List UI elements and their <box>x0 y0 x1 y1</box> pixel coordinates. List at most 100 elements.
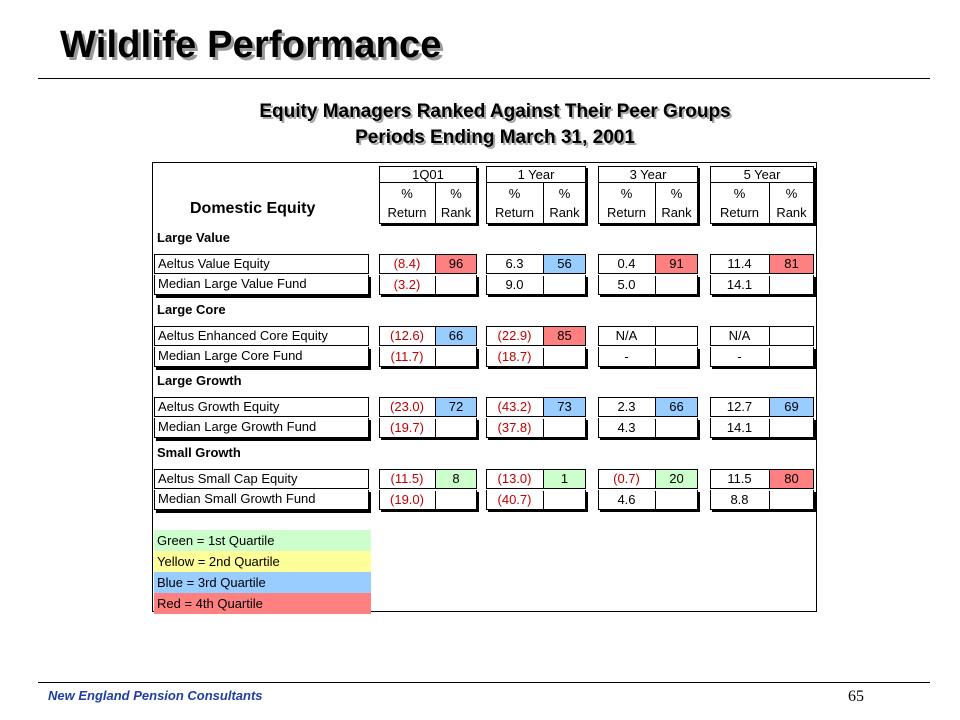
rank-value <box>543 419 585 437</box>
subheader-bottom: Rank <box>440 205 472 220</box>
period-header <box>598 166 698 224</box>
group-title: Large Value <box>157 230 230 245</box>
period-label: 1 Year <box>486 167 586 183</box>
return-value: 14.1 <box>726 277 753 292</box>
return-value: (37.8) <box>497 420 532 435</box>
value-cell-group <box>710 326 814 346</box>
rank-value: 80 <box>769 470 813 488</box>
rank-value <box>655 491 697 509</box>
row-label: Median Large Core Fund <box>154 347 369 367</box>
return-value: 14.1 <box>726 420 753 435</box>
row-label: Median Large Growth Fund <box>154 418 369 438</box>
return-value: 8.8 <box>730 492 749 507</box>
subheader-divider <box>543 183 544 223</box>
return-value: 11.5 <box>727 471 752 486</box>
subtitle-line-2: Periods Ending March 31, 2001 <box>355 127 635 148</box>
return-value: 9.0 <box>505 277 524 292</box>
rank-value: 69 <box>769 398 813 416</box>
row-label-shadow <box>156 439 371 441</box>
row-label: Aeltus Small Cap Equity <box>154 469 369 489</box>
footer-firm-name: New England Pension Consultants <box>48 688 263 703</box>
value-cell-group <box>486 254 586 274</box>
rank-value <box>543 491 585 509</box>
subheader-top: % <box>733 186 746 201</box>
rank-value: 66 <box>435 327 476 345</box>
period-header <box>710 166 814 224</box>
legend-item: Green = 1st Quartile <box>154 530 371 551</box>
value-cell-group <box>598 418 698 438</box>
row-label: Aeltus Value Equity <box>154 254 369 274</box>
rank-value <box>655 327 697 345</box>
return-value: 2.3 <box>617 399 636 414</box>
subheader-bottom: Rank <box>776 205 807 220</box>
value-cell-group <box>379 326 477 346</box>
rank-value <box>543 276 585 294</box>
value-cell-group <box>379 418 477 438</box>
rank-value <box>769 419 813 437</box>
rank-value <box>543 348 585 366</box>
subheader-bottom: Return <box>606 205 647 220</box>
return-value: (3.2) <box>393 277 421 292</box>
rank-value: 72 <box>435 398 476 416</box>
value-cell-group <box>379 347 477 367</box>
value-cell-group <box>486 347 586 367</box>
value-cell-group <box>379 254 477 274</box>
return-value: (12.6) <box>390 328 424 343</box>
value-cell-group <box>598 326 698 346</box>
value-cell-group <box>710 254 814 274</box>
return-value: (19.7) <box>390 420 424 435</box>
return-value: 4.6 <box>617 492 636 507</box>
return-value: (8.4) <box>393 256 421 271</box>
value-cell-group <box>710 418 814 438</box>
value-cell-group <box>598 397 698 417</box>
page-number: 65 <box>848 688 864 705</box>
value-cell-group <box>486 326 586 346</box>
legend-item: Blue = 3rd Quartile <box>154 572 371 593</box>
page-title: Wildlife Performance <box>60 24 442 66</box>
return-value: 0.4 <box>617 256 636 271</box>
subheader-top: % <box>620 186 633 201</box>
return-value: (40.7) <box>497 492 532 507</box>
period-header <box>379 166 477 224</box>
period-header <box>486 166 586 224</box>
rank-value <box>655 348 697 366</box>
rank-value <box>435 276 476 294</box>
return-value: (11.5) <box>390 471 424 486</box>
subheader-divider <box>769 183 770 223</box>
legend-item: Red = 4th Quartile <box>154 593 371 614</box>
rank-value: 20 <box>655 470 697 488</box>
period-label: 1Q01 <box>379 167 477 183</box>
subheader-divider <box>435 183 436 223</box>
subheader-divider <box>655 183 656 223</box>
rank-value <box>769 327 813 345</box>
group-title: Small Growth <box>157 445 241 460</box>
value-cell-group <box>710 469 814 489</box>
group-title: Large Core <box>157 302 226 317</box>
return-value: - <box>737 349 742 364</box>
return-value: 6.3 <box>505 256 524 271</box>
rank-value <box>655 419 697 437</box>
value-cell-group <box>379 490 477 510</box>
value-cell-group <box>486 275 586 295</box>
value-cell-group <box>486 418 586 438</box>
row-label: Median Small Growth Fund <box>154 490 369 510</box>
return-value: N/A <box>615 328 638 343</box>
value-cell-group <box>598 490 698 510</box>
subheader-bottom: Rank <box>549 205 580 220</box>
subheader-top: % <box>558 186 571 201</box>
subheader-top: % <box>670 186 683 201</box>
rank-value <box>769 276 813 294</box>
rank-value <box>769 491 813 509</box>
rank-value: 8 <box>435 470 476 488</box>
rank-value <box>435 348 476 366</box>
period-label: 3 Year <box>598 167 698 183</box>
value-cell-group <box>379 275 477 295</box>
rank-value: 85 <box>543 327 585 345</box>
legend-item: Yellow = 2nd Quartile <box>154 551 371 572</box>
rank-value <box>769 348 813 366</box>
return-value: (18.7) <box>497 349 532 364</box>
value-cell-group <box>598 347 698 367</box>
row-label: Median Large Value Fund <box>154 275 369 295</box>
value-cell-group <box>710 397 814 417</box>
row-label-shadow <box>156 368 371 370</box>
